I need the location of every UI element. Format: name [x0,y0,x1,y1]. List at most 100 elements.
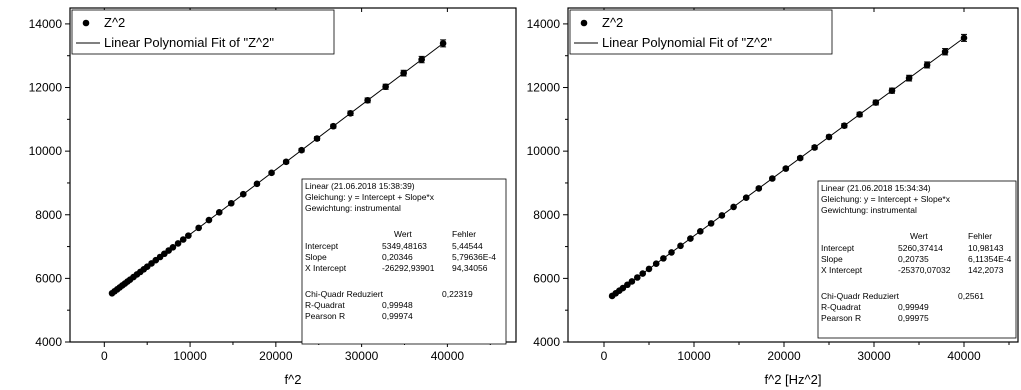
data-point [677,242,684,250]
y-tick-label: 4000 [35,335,62,349]
data-point [660,255,667,262]
stat-name: Pearson R [821,313,861,323]
legend-box [71,9,335,55]
stat-value: 0,99949 [898,302,929,312]
data-point [796,154,804,162]
fit-header-line: Linear (21.06.2018 15:38:39) [305,181,415,191]
param-name: X Intercept [305,263,347,273]
data-point [227,199,235,207]
stat-value: 0,99948 [382,300,413,310]
data-point [313,135,321,142]
stat-name: R-Quadrat [821,302,861,312]
param-name: Intercept [305,241,339,251]
data-point [825,133,833,141]
data-point [382,83,389,91]
data-point [400,69,407,77]
param-value: 5349,48163 [382,241,427,251]
legend-label: Z^2 [602,15,623,30]
param-error: 94,34056 [452,263,488,273]
param-value: 5260,37414 [898,243,943,253]
y-tick-label: 4000 [533,335,560,349]
data-point [282,158,290,166]
fit-header-line: Gewichtung: instrumental [305,203,401,213]
fit-results-table: Linear (21.06.2018 15:34:34)Gleichung: y… [817,180,1017,339]
data-point [195,224,202,232]
stat-value: 0,99975 [898,313,929,323]
fit-header-line: Gleichung: y = Intercept + Slope*x [305,192,435,202]
data-point [811,144,818,151]
legend-marker [82,19,90,27]
legend-label: Linear Polynomial Fit of "Z^2" [104,35,274,50]
data-point [268,169,275,177]
chart-2: 0 10000 20000 30000 40000 4000 6000 8000 10000 12… [527,7,1019,387]
data-point [872,99,880,106]
param-value: 0,20735 [898,254,929,264]
data-point [742,194,750,201]
x-tick-label: 20000 [259,349,293,363]
param-name: Intercept [821,243,855,253]
y-tick-label: 12000 [527,81,561,95]
param-name: X Intercept [821,265,863,275]
data-point [755,185,763,192]
x-tick-label: 0 [101,349,108,363]
data-point [718,212,726,219]
param-error: 5,79636E-4 [452,252,496,262]
legend-label: Linear Polynomial Fit of "Z^2" [602,35,772,50]
param-error: 5,44544 [452,241,483,251]
fit-header-line: Gleichung: y = Intercept + Slope*x [821,194,951,204]
data-point [645,265,653,273]
data-point [628,278,636,285]
x-tick-label: 40000 [947,349,981,363]
stat-name: Pearson R [305,311,345,321]
data-point [841,122,848,129]
x-tick-label: 10000 [677,349,711,363]
param-error: 6,11354E-4 [968,254,1012,264]
data-point [782,165,790,172]
stat-name: R-Quadrat [305,300,345,310]
x-axis-label: f^2 [Hz^2] [765,372,822,387]
y-tick-label: 6000 [35,271,62,285]
legend: Z^2 Linear Polynomial Fit of "Z^2" [569,9,833,55]
data-point [697,228,704,235]
x-tick-label: 30000 [857,349,891,363]
data-point [769,175,776,182]
stat-name: Chi-Quadr Reduziert [821,291,900,301]
y-tick-label: 14000 [29,17,63,31]
y-tick-label: 12000 [29,81,63,95]
data-point [687,235,694,242]
data-point [330,122,337,130]
param-value: 0,20346 [382,252,413,262]
data-point [923,61,931,69]
col-header-wert: Wert [910,231,928,241]
y-tick-label: 10000 [29,144,63,158]
data-point [634,274,641,281]
data-point [169,244,177,251]
data-point [941,48,949,56]
y-tick-label: 10000 [527,144,561,158]
param-value: -25370,07032 [898,265,951,275]
col-header-fehler: Fehler [452,229,476,239]
data-point [639,270,646,277]
data-point [364,97,371,104]
data-point [707,220,715,227]
param-error: 10,98143 [968,243,1004,253]
y-tick-label: 6000 [533,271,560,285]
x-axis-label: f^2 [285,372,302,387]
data-point [418,56,425,63]
data-point [185,232,192,239]
fit-results-box [301,178,507,345]
x-tick-label: 20000 [767,349,801,363]
stat-name: Chi-Quadr Reduziert [305,289,384,299]
stat-value: 0,22319 [442,289,473,299]
data-point [174,240,182,247]
data-point [347,109,354,117]
data-point [179,236,187,243]
fit-results-table: Linear (21.06.2018 15:38:39)Gleichung: y… [301,178,507,345]
param-name: Slope [821,254,843,264]
stat-value: 0,2561 [958,291,984,301]
data-point [888,87,896,94]
x-tick-label: 40000 [431,349,465,363]
data-point [239,190,247,198]
legend-box [569,9,833,55]
